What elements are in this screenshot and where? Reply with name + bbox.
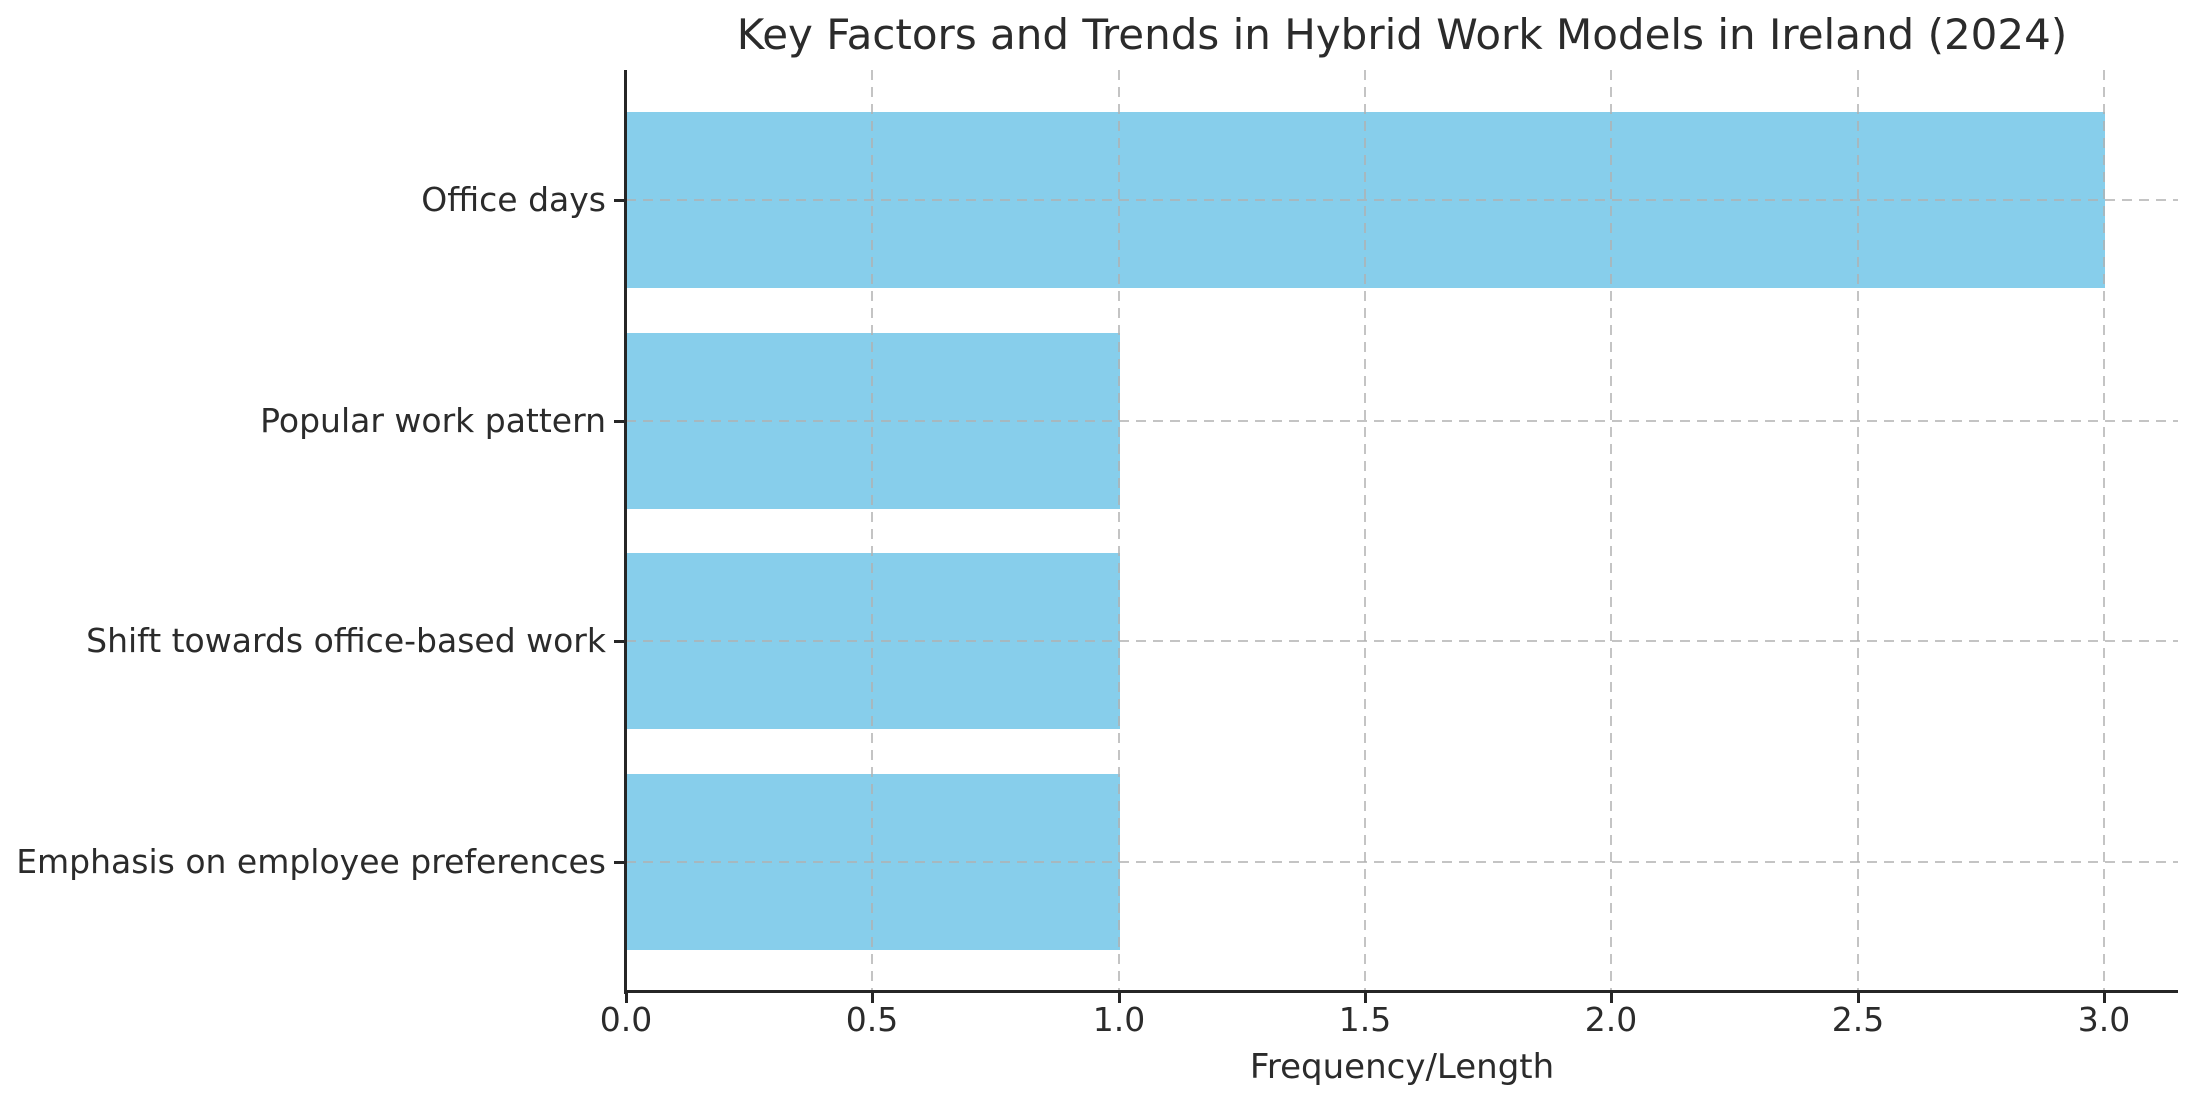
x-tick-label: 2.5 xyxy=(1831,1000,1885,1039)
x-gridline xyxy=(1610,70,1612,991)
x-tick-label: 2.0 xyxy=(1584,1000,1638,1039)
x-gridline xyxy=(1364,70,1366,991)
y-tick-mark xyxy=(614,861,624,864)
y-tick-mark xyxy=(614,420,624,423)
x-tick-mark xyxy=(2103,993,2106,1003)
left-spine xyxy=(624,70,627,994)
x-tick-mark xyxy=(1364,993,1367,1003)
x-tick-mark xyxy=(625,993,628,1003)
x-tick-mark xyxy=(1118,993,1121,1003)
y-tick-mark xyxy=(614,199,624,202)
y-tick-mark xyxy=(614,640,624,643)
x-tick-mark xyxy=(1857,993,1860,1003)
x-gridline xyxy=(1857,70,1859,991)
category-label: Shift towards office-based work xyxy=(86,621,606,660)
category-label: Emphasis on employee preferences xyxy=(16,842,606,881)
x-tick-label: 3.0 xyxy=(2077,1000,2131,1039)
x-tick-label: 0.0 xyxy=(599,1000,653,1039)
x-tick-label: 0.5 xyxy=(845,1000,899,1039)
x-gridline xyxy=(2103,70,2105,991)
y-gridline xyxy=(626,861,2178,863)
x-gridline xyxy=(1118,70,1120,991)
category-label: Office days xyxy=(421,180,606,219)
x-tick-label: 1.5 xyxy=(1338,1000,1392,1039)
x-tick-mark xyxy=(871,993,874,1003)
x-tick-mark xyxy=(1610,993,1613,1003)
category-label: Popular work pattern xyxy=(260,401,606,440)
y-gridline xyxy=(626,420,2178,422)
x-tick-label: 1.0 xyxy=(1092,1000,1146,1039)
x-axis-label: Frequency/Length xyxy=(1249,1047,1555,1087)
x-gridline xyxy=(871,70,873,991)
y-gridline xyxy=(626,640,2178,642)
y-gridline xyxy=(626,199,2178,201)
bottom-spine xyxy=(624,990,2178,993)
chart-title: Key Factors and Trends in Hybrid Work Mo… xyxy=(736,10,2068,59)
